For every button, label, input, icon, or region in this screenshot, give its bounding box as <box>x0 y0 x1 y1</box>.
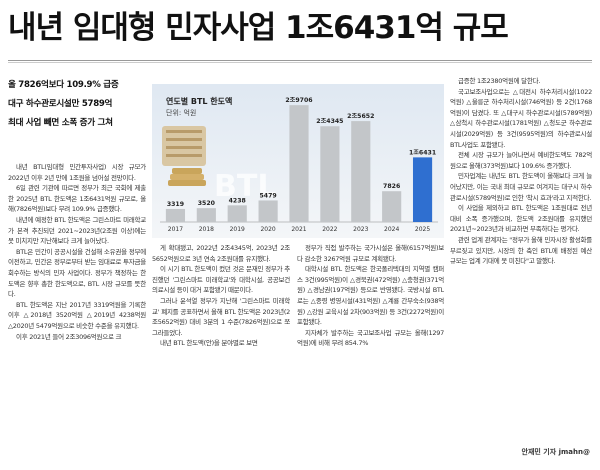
paragraph: 지자체가 발주하는 국고보조사업 규모는 올해(1297억원)에 비해 무려 8… <box>297 328 444 348</box>
paragraph: 내년에 예정한 BTL 한도액은 그린스마트 미래학교가 본격 추진되던 202… <box>8 215 146 246</box>
paragraph: 그러나 윤석열 정부가 지난해 '그린스마트 미래학교' 폐지를 공표하면서 올… <box>152 296 290 337</box>
bar-2021 <box>289 105 309 222</box>
paragraph: 게 확대됐고, 2022년 2조4345억, 2023년 2조5652억원으로 … <box>152 244 290 263</box>
bar-value-label-2020: 5479 <box>259 192 276 199</box>
paragraph: 정부가 직접 발주하는 국가시설은 올해(6157억원)보다 감소한 3267억… <box>297 244 444 263</box>
paragraph: 관련 업계 관계자는 "정부가 올해 민자시장 활성화를 부르짖고 있지만, 시… <box>450 235 592 266</box>
bar-2025 <box>412 157 433 222</box>
bar-value-label-2025: 1조6431 <box>409 149 436 156</box>
chart-watermark: BTL <box>214 169 276 204</box>
headline-rule <box>8 60 592 61</box>
paragraph: 대학시설 BTL 한도액은 한국폴리텍대의 지역별 캠퍼스 3건(995억원)이… <box>297 265 444 327</box>
paragraph: 이 사업을 제외하고 BTL 한도액은 1조원대로 전년 대비 소폭 증가했으며… <box>450 204 592 234</box>
subhead-1: 올 7826억보다 109.9% 급증 <box>8 80 119 90</box>
headline-rule-secondary <box>8 62 592 63</box>
paragraph: 내년 BTL(임대형 민간투자사업) 시장 규모가 2022년 이후 2년 만에… <box>8 163 146 182</box>
bar-value-label-2022: 2조4345 <box>316 118 343 125</box>
chart-svg: BTL 3319 2017 3520 2018 4238 2019 5479 2020 2조97… <box>152 84 444 238</box>
subhead-3: 최대 사업 빼면 소폭 증가 그쳐 <box>8 118 113 128</box>
bar-2019 <box>227 205 247 222</box>
category-label-2017: 2017 <box>168 226 183 233</box>
bar-value-label-2019: 4238 <box>229 197 246 204</box>
bar-2023 <box>351 121 371 222</box>
bars-group: 3319 2017 3520 2018 4238 2019 5479 2020 2조9706 20… <box>160 97 438 233</box>
paragraph: 전체 시장 규모가 늘어나면서 예비한도액도 782억원으로 올해(373억원)… <box>450 151 592 170</box>
category-label-2023: 2023 <box>353 226 368 233</box>
category-label-2019: 2019 <box>230 226 245 233</box>
coin-stack-illustration <box>162 126 206 186</box>
chart-title: 연도별 BTL 한도액 <box>166 97 233 106</box>
bar-2017 <box>165 208 186 222</box>
byline: 안재민 기자 jmahn@ <box>521 448 590 456</box>
category-label-2024: 2024 <box>384 226 399 233</box>
category-label-2025: 2025 <box>415 226 430 233</box>
category-label-2020: 2020 <box>260 226 275 233</box>
bar-2020 <box>258 200 278 222</box>
paragraph: 내년 BTL 한도액(안)을 분야별로 보면 <box>160 339 258 348</box>
article-column-1: 내년 BTL(임대형 민간투자사업) 시장 규모가 2022년 이후 2년 만에… <box>8 162 146 468</box>
paragraph: 이 시기 BTL 한도액이 컸던 것은 문재인 정부가 추진했던 '그린스마트 … <box>152 265 290 295</box>
paragraph: BTL 한도액은 지난 2017년 3319억원을 기록한 이후 △2018년 … <box>8 300 146 330</box>
article-column-3: 정부가 직접 발주하는 국가시설은 올해(6157억원)보다 감소한 3267억… <box>297 243 444 468</box>
paragraph: 6일 관련 기관에 따르면 정부가 최근 국회에 제출한 2025년 BTL 한… <box>8 184 146 214</box>
subhead-2: 대구 하수관로시설만 5789억 <box>8 99 113 109</box>
paragraph: 국고보조사업으로는 △대전시 하수처리시설(1022억원) △울릉군 하수처리시… <box>450 87 592 149</box>
bar-value-label-2017: 3319 <box>167 201 184 208</box>
category-label-2022: 2022 <box>322 226 337 233</box>
category-label-2021: 2021 <box>291 226 306 233</box>
bar-2024 <box>382 191 402 222</box>
headline: 내년 임대형 민자사업 1조6431억 규모 <box>8 10 509 46</box>
subheads: 올 7826억보다 109.9% 급증 대구 하수관로시설만 5789억 최대 … <box>8 76 148 133</box>
bar-value-label-2018: 3520 <box>198 200 216 207</box>
bar-2018 <box>196 208 216 222</box>
bar-value-label-2023: 2조5652 <box>347 113 374 120</box>
btl-limit-chart: BTL 3319 2017 3520 2018 4238 2019 5479 2020 2조97… <box>152 76 444 238</box>
article-column-4: 급증한 1조2380억원에 달한다. 국고보조사업으로는 △대전시 하수처리시설… <box>450 76 592 461</box>
paragraph: 이후 2021년 들어 2조3096억원으로 크 <box>16 332 122 341</box>
bar-value-label-2021: 2조9706 <box>285 97 312 104</box>
chart-unit: 단위: 억원 <box>166 109 197 117</box>
article-column-2: 게 확대됐고, 2022년 2조4345억, 2023년 2조5652억원으로 … <box>152 243 290 468</box>
bar-2022 <box>320 126 340 222</box>
bar-value-label-2024: 7826 <box>383 183 400 190</box>
paragraph: BTL은 민간이 공공시설을 건설해 소유권을 정부에 이전하고, 민간은 정부… <box>8 247 146 299</box>
paragraph: 급증한 1조2380억원에 달한다. <box>458 77 541 85</box>
paragraph: 민자업계는 내년도 BTL 한도액이 올해보다 크게 늘어났지만, 이는 국내 … <box>450 172 592 202</box>
category-label-2018: 2018 <box>199 226 214 233</box>
